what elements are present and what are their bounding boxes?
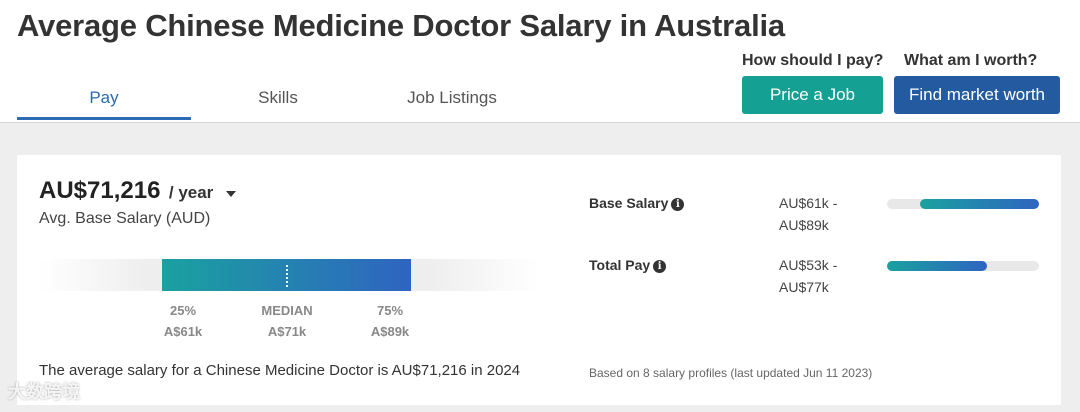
percentile-label: 75% bbox=[376, 303, 404, 318]
tab-bar: Pay Skills Job Listings bbox=[17, 86, 537, 122]
row-label-text: Base Salary bbox=[589, 195, 669, 211]
price-a-job-button[interactable]: Price a Job bbox=[742, 76, 883, 114]
salary-amount: AU$71,216 bbox=[39, 177, 161, 204]
median-marker bbox=[286, 265, 288, 287]
price-question-label: How should I pay? bbox=[742, 52, 884, 69]
tab-job-listings[interactable]: Job Listings bbox=[407, 88, 497, 107]
percentile-25: 25% A$61k bbox=[143, 300, 223, 342]
range-high: AU$89k bbox=[779, 217, 829, 233]
base-salary-label: Base Salary i bbox=[589, 195, 685, 211]
chevron-down-icon[interactable] bbox=[225, 190, 236, 197]
active-tab-indicator bbox=[17, 117, 191, 120]
percentile-value: A$89k bbox=[370, 324, 410, 339]
info-icon[interactable]: i bbox=[671, 197, 685, 211]
percentile-value: A$71k bbox=[267, 324, 307, 339]
page-title: Average Chinese Medicine Doctor Salary i… bbox=[17, 8, 785, 43]
salary-period[interactable]: / year bbox=[168, 183, 214, 202]
total-pay-bar-track bbox=[887, 261, 1039, 271]
row-label-text: Total Pay bbox=[589, 257, 651, 273]
worth-question-label: What am I worth? bbox=[904, 52, 1038, 69]
salary-footnote: Based on 8 salary profiles (last updated… bbox=[589, 366, 873, 380]
base-salary-bar bbox=[920, 199, 1039, 209]
base-salary-range: AU$61k - AU$89k bbox=[779, 192, 837, 236]
percentile-median: MEDIAN A$71k bbox=[247, 300, 327, 342]
salary-headline: AU$71,216 / year bbox=[39, 177, 236, 205]
total-pay-bar bbox=[887, 261, 988, 271]
percentile-label: 25% bbox=[169, 303, 197, 318]
total-pay-range: AU$53k - AU$77k bbox=[779, 254, 837, 298]
percentile-label: MEDIAN bbox=[261, 303, 313, 318]
range-low: AU$53k - bbox=[779, 257, 838, 273]
watermark-logo: 大数跨境 bbox=[8, 382, 80, 402]
percentile-value: A$61k bbox=[163, 324, 203, 339]
salary-card: AU$71,216 / year Avg. Base Salary (AUD) … bbox=[17, 155, 1061, 405]
tab-skills[interactable]: Skills bbox=[258, 88, 298, 107]
base-salary-bar-track bbox=[887, 199, 1039, 209]
range-low: AU$61k - bbox=[779, 195, 838, 211]
salary-summary: The average salary for a Chinese Medicin… bbox=[39, 362, 521, 379]
salary-subtitle: Avg. Base Salary (AUD) bbox=[39, 210, 211, 227]
range-high: AU$77k bbox=[779, 279, 829, 295]
total-pay-label: Total Pay i bbox=[589, 257, 667, 273]
info-icon[interactable]: i bbox=[653, 259, 667, 273]
percentile-75: 75% A$89k bbox=[350, 300, 430, 342]
tab-pay[interactable]: Pay bbox=[89, 88, 119, 107]
find-market-worth-button[interactable]: Find market worth bbox=[894, 76, 1060, 114]
